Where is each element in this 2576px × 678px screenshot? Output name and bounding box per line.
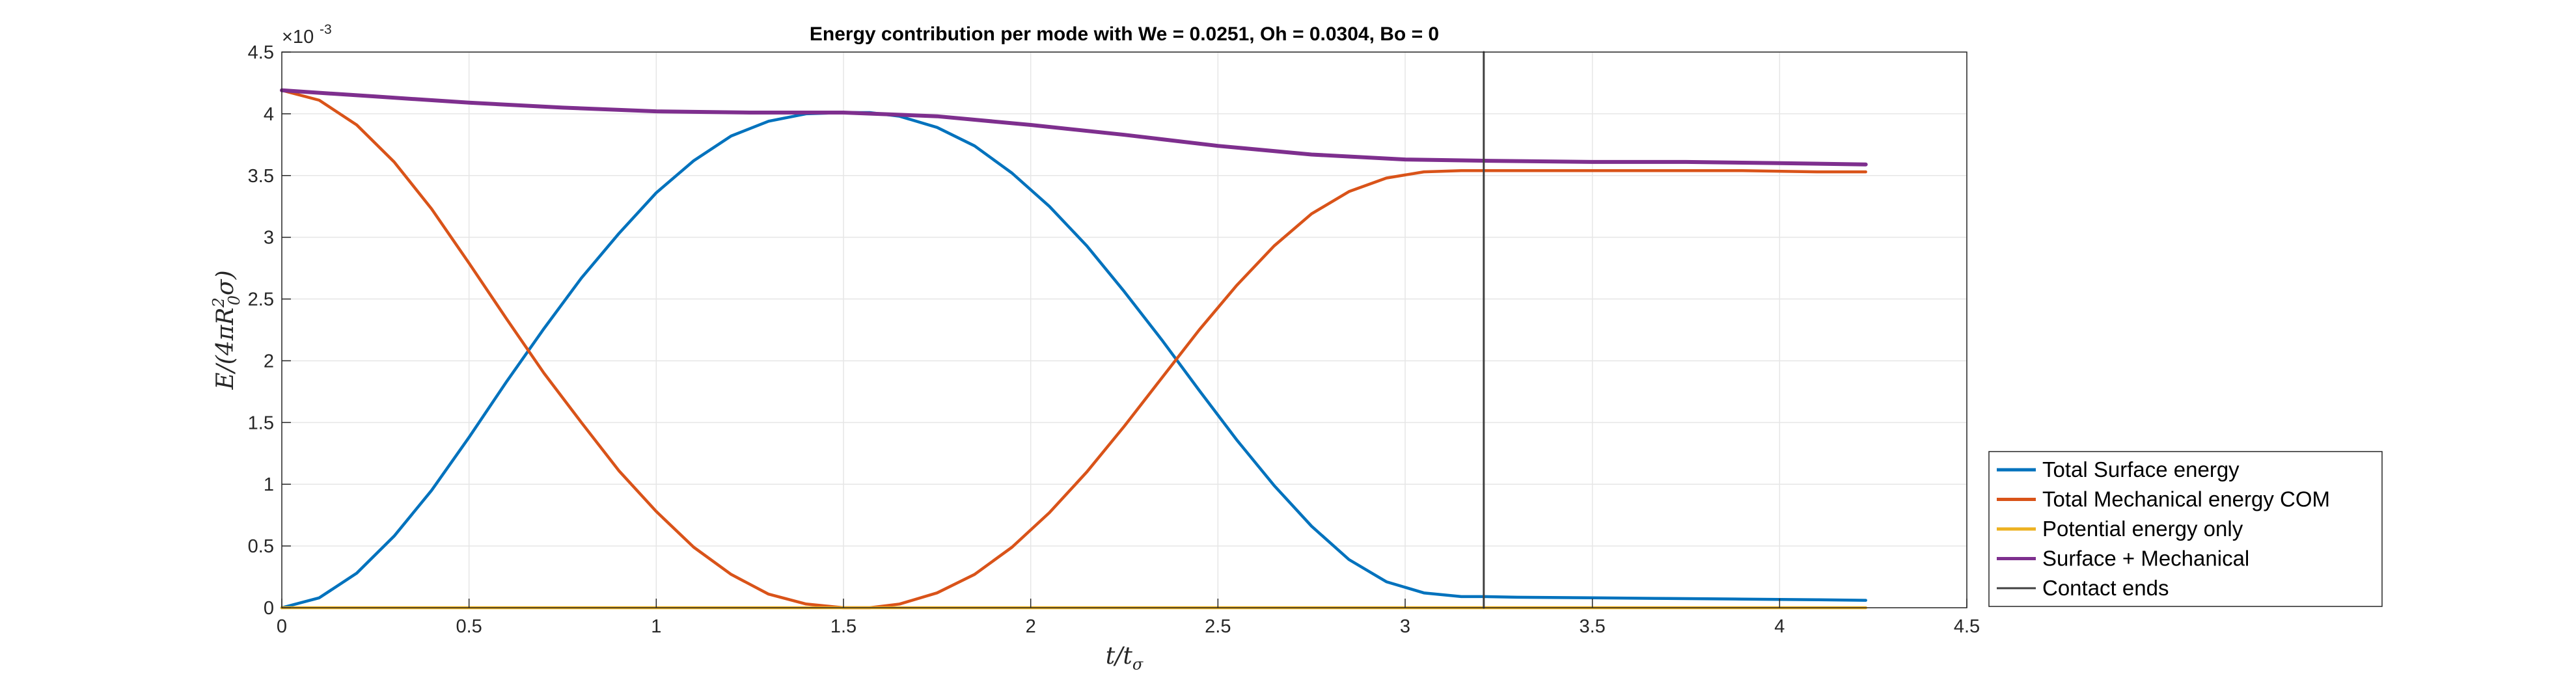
y-tick-label: 2 [264, 351, 274, 372]
legend-entry-label: Surface + Mechanical [2042, 547, 2249, 571]
x-tick-label: 1.5 [830, 616, 856, 637]
y-exponent: ×10 -3 [282, 22, 332, 47]
legend-entry-label: Total Mechanical energy COM [2042, 487, 2330, 511]
y-axis-label-text: E/(4πR20σ) [210, 270, 243, 390]
y-tick-label: 0 [264, 598, 274, 619]
y-exponent-base: ×10 [282, 27, 314, 47]
x-tick-label: 4 [1774, 616, 1785, 637]
x-tick-label: 1 [651, 616, 661, 637]
x-tick-label: 2.5 [1205, 616, 1231, 637]
series-line-surface-mechanical [282, 90, 1866, 165]
series-layer [282, 52, 1866, 608]
x-tick-label: 2 [1026, 616, 1036, 637]
x-tick-label: 0.5 [456, 616, 482, 637]
series-line-total-surface-energy [282, 113, 1866, 608]
y-tick-label: 1 [264, 474, 274, 495]
y-tick-label: 3.5 [248, 166, 274, 187]
x-tick-label: 3.5 [1580, 616, 1606, 637]
legend-entry-label: Total Surface energy [2042, 457, 2240, 481]
legend-entry-label: Potential energy only [2042, 517, 2243, 541]
y-tick-label: 2.5 [248, 290, 274, 310]
x-axis-label: t/tσ [1106, 643, 1144, 673]
y-exponent-power: -3 [320, 22, 332, 37]
x-tick-label: 3 [1400, 616, 1410, 637]
y-tick-label: 0.5 [248, 536, 274, 557]
tick-layer: 0 0.5 1 1.5 2 2.5 3 3.5 4 4.5 0 0.5 1 1.5 2 2.5 3 3.5 4 4.5 [248, 42, 1980, 637]
legend-entry-label: Contact ends [2042, 576, 2169, 600]
series-line-total-mechanical-energy-com [282, 90, 1866, 608]
x-tick-label: 0 [277, 616, 287, 637]
y-tick-label: 4.5 [248, 42, 274, 63]
legend: Total Surface energy Total Mechanical ene… [1989, 452, 2382, 606]
x-axis-label-text: t/tσ [1106, 643, 1144, 673]
y-tick-label: 1.5 [248, 413, 274, 433]
y-tick-label: 4 [264, 104, 274, 125]
y-tick-label: 3 [264, 228, 274, 249]
chart-title: Energy contribution per mode with We = 0… [810, 23, 1439, 45]
y-axis-label: E/(4πR20σ) [210, 270, 243, 390]
x-tick-label: 4.5 [1954, 616, 1980, 637]
